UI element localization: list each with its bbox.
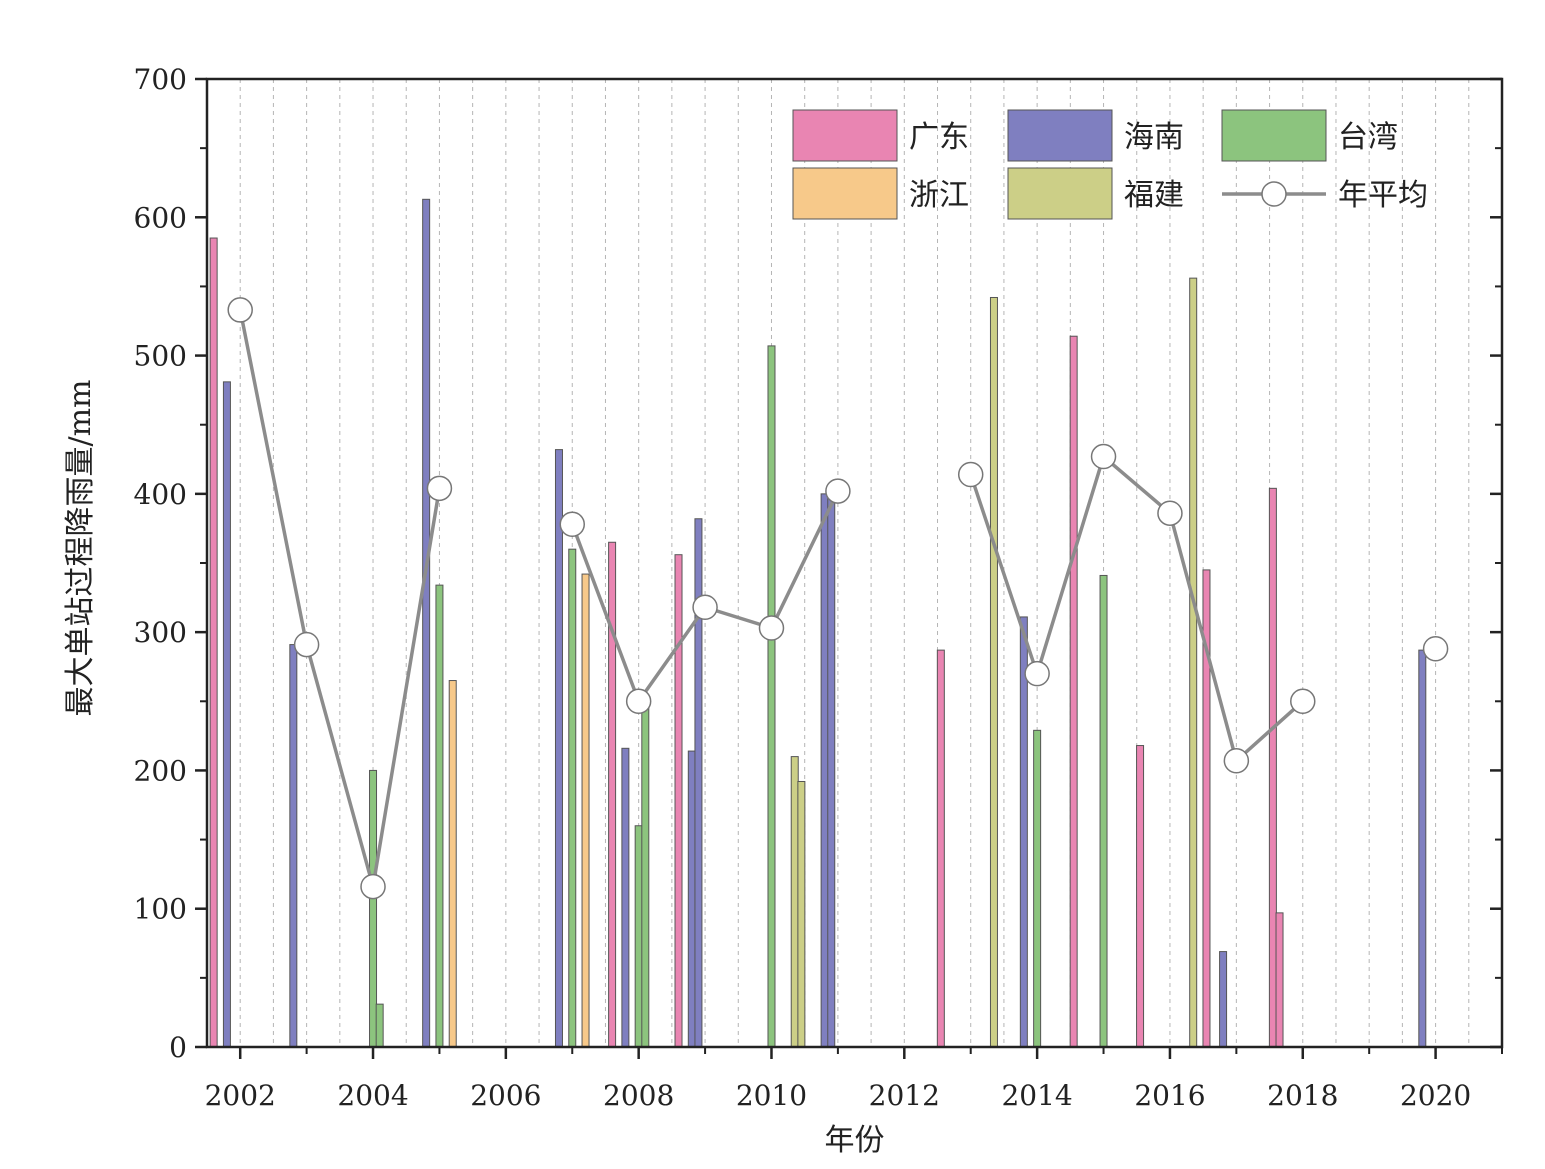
bar-海南 bbox=[554, 449, 563, 1048]
legend-marker-swatch bbox=[1261, 181, 1287, 207]
annual-average-line bbox=[227, 297, 1449, 900]
bar-台湾 bbox=[1033, 729, 1042, 1048]
legend-swatch-广东 bbox=[792, 109, 898, 162]
x-tick-label: 2012 bbox=[869, 1079, 940, 1112]
average-point bbox=[1157, 500, 1183, 526]
y-tick-label: 400 bbox=[134, 478, 187, 511]
bar-台湾 bbox=[641, 700, 650, 1048]
average-point bbox=[426, 475, 453, 502]
legend-swatch-浙江 bbox=[792, 167, 898, 220]
bar-福建 bbox=[797, 780, 806, 1048]
y-tick-label: 100 bbox=[134, 893, 187, 926]
legend-label: 台湾 bbox=[1338, 120, 1398, 155]
bar-台湾 bbox=[375, 1003, 384, 1048]
average-point bbox=[957, 461, 984, 488]
average-point bbox=[1090, 443, 1117, 470]
legend-label: 福建 bbox=[1124, 178, 1184, 213]
bars bbox=[209, 198, 1427, 1048]
bar-台湾 bbox=[634, 825, 643, 1048]
bar-广东 bbox=[1136, 745, 1145, 1048]
legend-label: 浙江 bbox=[909, 178, 969, 213]
bar-海南 bbox=[687, 750, 696, 1048]
bar-海南 bbox=[1019, 616, 1028, 1048]
y-tick-label: 600 bbox=[134, 201, 187, 234]
x-axis-title: 年份 bbox=[825, 1123, 885, 1158]
bar-广东 bbox=[608, 541, 617, 1048]
y-tick-label: 300 bbox=[134, 616, 187, 649]
y-tick-label: 500 bbox=[134, 340, 187, 373]
average-point bbox=[625, 688, 652, 715]
bar-海南 bbox=[827, 493, 836, 1048]
average-point bbox=[360, 873, 386, 900]
average-point bbox=[825, 478, 851, 504]
bar-台湾 bbox=[568, 548, 577, 1048]
x-tick-label: 2006 bbox=[470, 1079, 541, 1112]
bar-浙江 bbox=[448, 680, 457, 1048]
average-point bbox=[1223, 747, 1250, 774]
average-line-segment bbox=[238, 309, 442, 888]
bar-浙江 bbox=[581, 573, 590, 1048]
bar-广东 bbox=[1275, 912, 1284, 1048]
average-line-segment bbox=[969, 453, 1304, 764]
average-point bbox=[758, 615, 785, 641]
x-tick-label: 2010 bbox=[736, 1079, 807, 1112]
bar-海南 bbox=[422, 198, 431, 1048]
average-point bbox=[1024, 660, 1050, 687]
bar-海南 bbox=[1219, 951, 1228, 1048]
x-tick-label: 2016 bbox=[1134, 1079, 1205, 1112]
bar-海南 bbox=[289, 644, 298, 1048]
x-tick-label: 2008 bbox=[603, 1079, 674, 1112]
y-tick-label: 700 bbox=[134, 63, 187, 96]
bar-海南 bbox=[222, 381, 231, 1048]
average-point bbox=[692, 594, 718, 621]
bar-海南 bbox=[820, 493, 829, 1048]
bar-海南 bbox=[1418, 649, 1427, 1048]
bar-台湾 bbox=[435, 584, 444, 1048]
plot-frame bbox=[205, 77, 1504, 1049]
average-point bbox=[1422, 635, 1449, 662]
bar-福建 bbox=[989, 296, 998, 1048]
x-tick-label: 2014 bbox=[1001, 1079, 1072, 1112]
legend-label: 年平均 bbox=[1338, 178, 1428, 213]
bar-广东 bbox=[674, 554, 683, 1048]
legend-swatch-海南 bbox=[1007, 109, 1113, 162]
y-tick-label: 200 bbox=[134, 754, 187, 787]
bar-台湾 bbox=[369, 769, 378, 1048]
bar-海南 bbox=[621, 747, 630, 1048]
legend-swatch-台湾 bbox=[1221, 109, 1327, 162]
bar-台湾 bbox=[1099, 574, 1108, 1048]
average-point bbox=[1290, 688, 1316, 715]
bar-广东 bbox=[1268, 487, 1277, 1048]
x-tick-label: 2020 bbox=[1400, 1079, 1471, 1112]
bar-广东 bbox=[936, 649, 945, 1048]
axes: 0 100 200 300 400 500 600 700 2002 2004 2006 2008 20… bbox=[134, 63, 1503, 1112]
y-axis-title: 最大单站过程降雨量/mm bbox=[63, 379, 98, 716]
bar-福建 bbox=[1189, 277, 1198, 1048]
legend-label: 广东 bbox=[909, 120, 969, 155]
average-point bbox=[293, 631, 320, 658]
average-point bbox=[559, 511, 586, 538]
average-point bbox=[227, 297, 253, 323]
bar-广东 bbox=[209, 237, 218, 1048]
bar-福建 bbox=[790, 756, 799, 1048]
x-tick-label: 2004 bbox=[337, 1079, 408, 1112]
bar-台湾 bbox=[767, 345, 776, 1048]
legend-swatch-福建 bbox=[1007, 167, 1113, 220]
x-tick-label: 2018 bbox=[1267, 1079, 1338, 1112]
y-tick-label: 0 bbox=[169, 1031, 187, 1064]
legend-label: 海南 bbox=[1124, 120, 1184, 155]
bar-广东 bbox=[1069, 335, 1078, 1048]
x-tick-label: 2002 bbox=[205, 1079, 276, 1112]
